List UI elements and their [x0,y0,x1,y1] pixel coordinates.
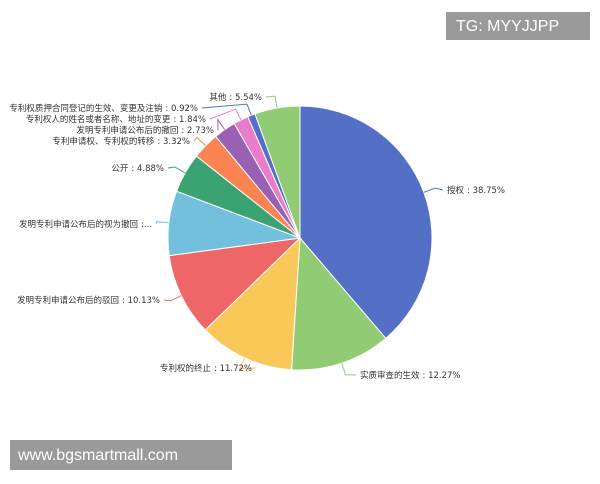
slice-label: 专利权的终止: 11.72% [160,363,252,374]
slice-value: : 11.72% [214,364,252,374]
slice-name: 实质审查的生效 [360,370,420,381]
slice-name: 授权 [447,185,465,196]
pie-slice [168,237,302,331]
pie-slice [254,105,301,239]
slice-value: : 4.88% [131,164,164,174]
watermark: TG: MYYJJPP [456,18,559,35]
watermark: www.bgsmartmall.com [17,447,178,464]
slice-name: 专利权人的姓名或者名称、地址的变更 [26,114,171,125]
slice-label: 专利申请权、专利权的转移: 3.32% [52,136,190,147]
slice-label: 专利权人的姓名或者名称、地址的变更: 1.84% [26,114,206,125]
slice-value: : 5.54% [229,93,262,103]
leader-line [201,103,252,116]
slice-label: 专利权质押合同登记的生效、变更及注销: 0.92% [9,103,198,114]
slice-label: 公开: 4.88% [111,164,164,174]
leader-line [167,166,186,174]
slice-name: 专利申请权、专利权的转移 [52,136,155,147]
watermark-box [446,12,590,40]
pie-slice [291,236,387,371]
slice-value: :... [141,220,152,230]
leader-line [163,295,182,302]
slice-name: 专利权的终止 [160,363,212,374]
leader-line [423,187,444,193]
slice-name: 其他 [209,92,227,103]
pie-slice [204,236,301,371]
slice-name: 发明专利申请公布后的撤回 [76,125,178,136]
leader-line [238,357,257,370]
slice-label: 发明专利申请公布后的撤回: 2.73% [76,125,214,136]
slice-label: 实质审查的生效: 12.27% [360,370,461,381]
slice-name: 发明专利申请公布后的驳回 [17,295,119,306]
slice-value: : 10.13% [122,296,160,306]
slice-label: 授权: 38.75% [447,185,505,196]
slice-label: 发明专利申请公布后的驳回: 10.13% [17,295,160,306]
leader-line [341,363,357,376]
slice-name: 公开 [111,164,129,174]
slice-value: : 12.27% [423,371,461,381]
slice-value: : 0.92% [165,104,198,114]
slice-label: 其他: 5.54% [209,92,262,103]
leader-line [193,136,206,147]
slice-value: : 38.75% [467,186,505,196]
leader-line [217,118,226,131]
slice-value: : 2.73% [181,126,214,136]
leader-line [209,108,242,121]
slice-name: 专利权质押合同登记的生效、变更及注销 [9,103,163,114]
leader-line [155,221,169,225]
slice-value: : 1.84% [173,115,206,125]
leader-line [265,95,278,109]
slice-name: 发明专利申请公布后的视为撤回 [19,219,138,230]
watermark-box [10,440,232,470]
slice-value: : 3.32% [157,137,190,147]
slice-label: 发明专利申请公布后的视为撤回:... [19,219,152,230]
